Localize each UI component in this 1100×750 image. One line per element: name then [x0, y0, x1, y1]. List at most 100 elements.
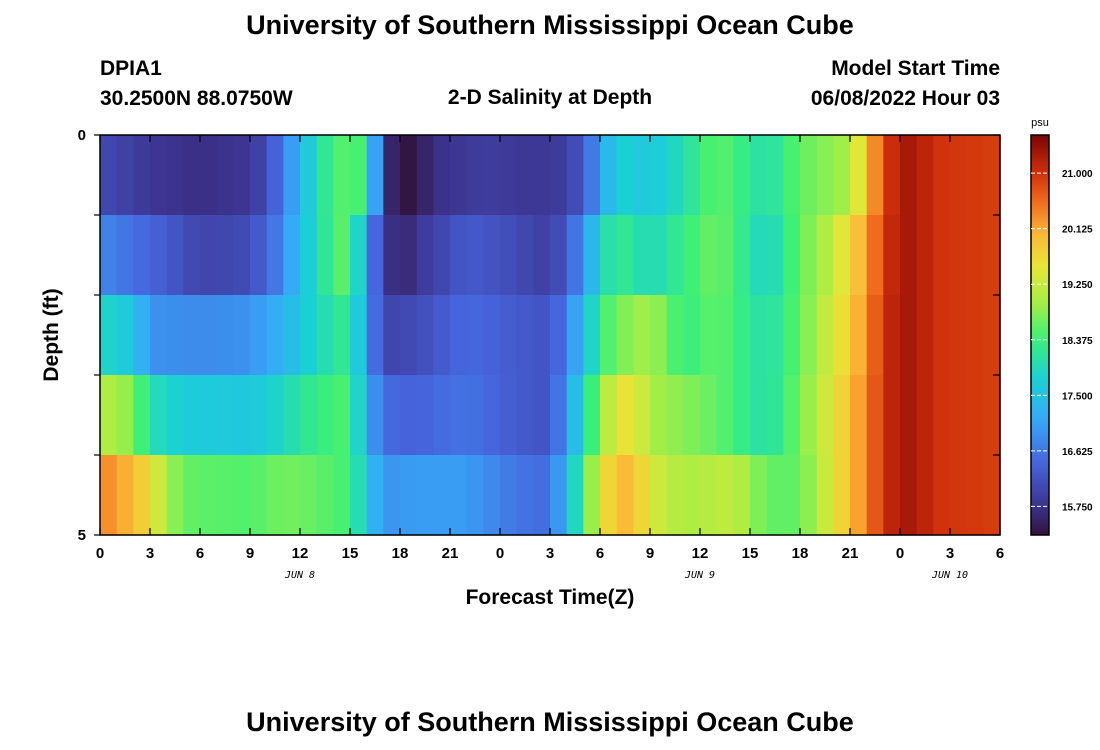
heatmap-cell: [916, 455, 934, 536]
heatmap-cell: [716, 375, 734, 456]
heatmap-cell: [866, 295, 884, 376]
salinity-heatmap-chart: 0 3 6 9 12 15 18 21 0 3 6 9 12 15 18 21 0 3 6 JUN 8 JUN 9 JUN…: [40, 117, 1093, 609]
heatmap-cell: [233, 455, 251, 536]
heatmap-cell: [616, 375, 634, 456]
heatmap-cell: [533, 455, 551, 536]
heatmap-cell: [133, 455, 151, 536]
heatmap-cell: [383, 135, 401, 216]
heatmap-cell: [316, 375, 334, 456]
heatmap-cell: [500, 455, 518, 536]
colorbar-tick-label: 19.250: [1062, 280, 1093, 291]
colorbar-tick-label: 15.750: [1062, 502, 1093, 513]
heatmap-cell: [133, 375, 151, 456]
heatmap-cell: [266, 375, 284, 456]
heatmap-cell: [883, 215, 901, 296]
heatmap-cell: [216, 135, 234, 216]
x-tick-label: 3: [146, 545, 154, 562]
heatmap-cell: [400, 455, 418, 536]
heatmap-cell: [783, 455, 801, 536]
heatmap-cell: [866, 215, 884, 296]
heatmap-cell: [966, 295, 984, 376]
heatmap-cell: [516, 295, 534, 376]
heatmap-cell: [900, 455, 918, 536]
x-tick-label: 9: [646, 545, 654, 562]
heatmap-cell: [366, 455, 384, 536]
heatmap-cell: [300, 215, 318, 296]
y-tick-label: 5: [78, 527, 86, 544]
heatmap-cell: [566, 135, 584, 216]
heatmap-cell: [300, 295, 318, 376]
heatmap-cell: [150, 215, 168, 296]
heatmap-cell: [383, 295, 401, 376]
heatmap-cell: [350, 455, 368, 536]
heatmap-cell: [233, 295, 251, 376]
heatmap-cell: [900, 135, 918, 216]
x-tick-label: 15: [342, 545, 359, 562]
heatmap-cell: [550, 135, 568, 216]
heatmap-cell: [916, 215, 934, 296]
heatmap-cell: [366, 215, 384, 296]
heatmap-cell: [416, 215, 434, 296]
heatmap-cell: [650, 295, 668, 376]
heatmap-cell: [966, 135, 984, 216]
x-tick-label: 0: [96, 545, 104, 562]
heatmap-cell: [666, 375, 684, 456]
heatmap-cell: [766, 135, 784, 216]
colorbar-tick-label: 21.000: [1062, 169, 1093, 180]
heatmap-cell: [583, 375, 601, 456]
heatmap-cell: [800, 215, 818, 296]
heatmap-cell: [516, 215, 534, 296]
heatmap-cell: [733, 455, 751, 536]
heatmap-cell: [100, 455, 118, 536]
heatmap-cell: [766, 295, 784, 376]
heatmap-cell: [916, 375, 934, 456]
heatmap-cell: [583, 215, 601, 296]
heatmap-cell: [966, 455, 984, 536]
heatmap-cell: [150, 455, 168, 536]
heatmap-cell: [600, 375, 618, 456]
heatmap-cell: [350, 215, 368, 296]
heatmap-cell: [666, 215, 684, 296]
x-tick-label: 6: [996, 545, 1004, 562]
heatmap-cell: [750, 295, 768, 376]
heatmap-cell: [816, 375, 834, 456]
heatmap-cell: [900, 295, 918, 376]
heatmap-cell: [700, 375, 718, 456]
heatmap-cell: [150, 375, 168, 456]
heatmap-cell: [566, 215, 584, 296]
heatmap-cell: [500, 295, 518, 376]
heatmap-cell: [933, 135, 951, 216]
heatmap-cell: [200, 295, 218, 376]
heatmap-cell: [466, 215, 484, 296]
heatmap-cell: [333, 215, 351, 296]
heatmap-cell: [833, 215, 851, 296]
heatmap-cell: [233, 215, 251, 296]
heatmap-cell: [333, 295, 351, 376]
station-id: DPIA1: [100, 57, 162, 80]
heatmap-cell: [766, 215, 784, 296]
heatmap-cell: [783, 375, 801, 456]
heatmap-cell: [966, 215, 984, 296]
model-start-time: 06/08/2022 Hour 03: [810, 87, 1000, 110]
heatmap-cell: [200, 215, 218, 296]
heatmap-cell: [266, 295, 284, 376]
colorbar-tick-label: 18.375: [1062, 336, 1093, 347]
heatmap-cell: [883, 135, 901, 216]
heatmap-cell: [983, 215, 1001, 296]
heatmap-cell: [916, 135, 934, 216]
heatmap-cell: [633, 215, 651, 296]
heatmap-cell: [550, 295, 568, 376]
x-axis: 0 3 6 9 12 15 18 21 0 3 6 9 12 15 18 21 0 3 6 JUN 8 JUN 9 JUN…: [96, 135, 1004, 581]
heatmap-cell: [933, 295, 951, 376]
heatmap-cell: [483, 135, 501, 216]
x-tick-label: 12: [692, 545, 709, 562]
heatmap-cell: [416, 455, 434, 536]
heatmap-cell: [283, 295, 301, 376]
heatmap-cell: [900, 215, 918, 296]
heatmap-cell: [933, 455, 951, 536]
heatmap-cell: [666, 455, 684, 536]
heatmap-cell: [466, 295, 484, 376]
x-tick-label: 12: [292, 545, 309, 562]
heatmap-cell: [716, 295, 734, 376]
heatmap-cell: [283, 135, 301, 216]
